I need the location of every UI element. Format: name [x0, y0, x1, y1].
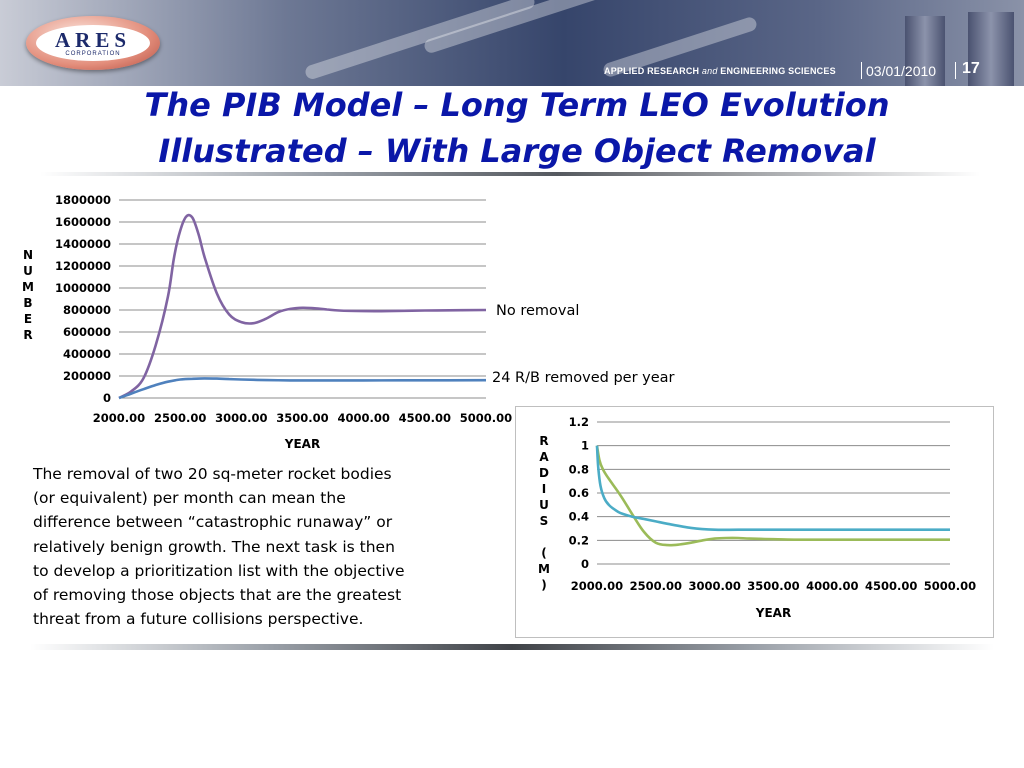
slide-date: 03/01/2010: [866, 63, 937, 79]
x-tick-label: 2000.00: [93, 411, 145, 425]
y-tick-label: 0.6: [569, 486, 589, 500]
y-tick-label: 1200000: [55, 259, 111, 273]
slide-title: The PIB Model – Long Term LEO Evolution …: [40, 82, 994, 174]
x-axis-title: YEAR: [755, 606, 791, 620]
y-tick-label: 400000: [63, 347, 111, 361]
series-label: No removal: [496, 303, 579, 319]
header-divider: [861, 62, 862, 79]
y-tick-label: 0.2: [569, 533, 589, 547]
body-line: threat from a future collisions perspect…: [33, 610, 364, 629]
y-tick-label: 600000: [63, 325, 111, 339]
company-tagline: APPLIED RESEARCH and ENGINEERING SCIENCE…: [604, 66, 836, 76]
header-banner: ARES CORPORATION APPLIED RESEARCH and EN…: [0, 0, 1024, 86]
logo-text: ARES: [54, 28, 132, 52]
x-tick-label: 3000.00: [688, 579, 740, 593]
tagline-part1: APPLIED RESEARCH: [604, 66, 700, 76]
title-line-1: The PIB Model – Long Term LEO Evolution: [144, 86, 890, 124]
series-line: [118, 377, 487, 400]
radius-chart: 0 0.2 0.4 0.6 0.8 1 1.2 2000.00 2500.00 3000.00 35…: [538, 415, 976, 620]
y-tick-label: 0.4: [569, 510, 589, 524]
y-axis-title-letter: R: [539, 434, 548, 448]
y-tick-label: 0: [103, 391, 111, 405]
y-axis-title-letter: M: [22, 280, 34, 294]
title-divider: [40, 172, 980, 176]
series-line: [118, 213, 487, 400]
y-tick-label: 1800000: [55, 193, 111, 207]
y-axis-title-letter: (: [541, 546, 546, 560]
y-tick-label: 800000: [63, 303, 111, 317]
x-tick-label: 5000.00: [924, 579, 976, 593]
bottom-divider: [30, 644, 994, 650]
y-axis-title-letter: I: [542, 482, 546, 496]
body-line: (or equivalent) per month can mean the: [33, 489, 346, 508]
tagline-and: and: [701, 66, 718, 76]
header-divider: [955, 62, 956, 79]
cooling-tower-graphic: [905, 16, 945, 86]
series-line: [595, 445, 950, 532]
radius-chart-frame: 0 0.2 0.4 0.6 0.8 1 1.2 2000.00 2500.00 3000.00 35…: [515, 406, 994, 638]
y-tick-label: 1600000: [55, 215, 111, 229]
y-axis-title-letter: N: [23, 248, 33, 262]
x-tick-label: 4500.00: [399, 411, 451, 425]
y-tick-label: 1: [581, 439, 589, 453]
y-axis-title-letter: U: [539, 498, 549, 512]
body-line: relatively benign growth. The next task …: [33, 537, 395, 556]
title-line-2: Illustrated – With Large Object Removal: [158, 132, 876, 170]
body-line: of removing those objects that are the g…: [33, 586, 402, 605]
x-tick-label: 2500.00: [630, 579, 682, 593]
y-axis-title-letter: ): [541, 578, 546, 592]
y-axis-title-letter: E: [24, 312, 32, 326]
cooling-tower-graphic: [968, 12, 1014, 86]
logo-subtext: CORPORATION: [65, 51, 121, 57]
y-tick-label: 0: [581, 557, 589, 571]
x-tick-label: 5000.00: [460, 411, 512, 425]
y-axis-title-letter: M: [538, 562, 550, 576]
x-axis-title: YEAR: [284, 437, 320, 451]
tagline-part2: ENGINEERING SCIENCES: [720, 66, 836, 76]
series-line: [595, 445, 950, 547]
body-line: difference between “catastrophic runaway…: [33, 513, 393, 532]
x-tick-label: 3000.00: [215, 411, 267, 425]
x-tick-label: 2000.00: [571, 579, 623, 593]
page-number: 17: [962, 60, 980, 77]
y-tick-label: 0.8: [569, 462, 589, 476]
x-tick-label: 2500.00: [154, 411, 206, 425]
company-logo: ARES CORPORATION: [26, 16, 160, 70]
body-text: The removal of two 20 sq-meter rocket bo…: [33, 462, 501, 631]
object-count-chart: 0 200000 400000 600000 800000 1000000 1200000 1…: [22, 193, 675, 451]
y-tick-label: 200000: [63, 369, 111, 383]
body-line: The removal of two 20 sq-meter rocket bo…: [33, 465, 392, 483]
y-axis-title-letter: A: [539, 450, 549, 464]
x-tick-label: 3500.00: [276, 411, 328, 425]
y-axis-title-letter: D: [539, 466, 549, 480]
banner-streak: [303, 0, 537, 81]
y-axis-title-letter: R: [23, 328, 32, 342]
x-tick-label: 4000.00: [806, 579, 858, 593]
x-tick-label: 4000.00: [337, 411, 389, 425]
y-axis-title-letter: U: [23, 264, 33, 278]
x-tick-label: 4500.00: [865, 579, 917, 593]
y-tick-label: 1.2: [569, 415, 589, 429]
y-axis-title-letter: B: [23, 296, 32, 310]
body-line: to develop a prioritization list with th…: [33, 561, 405, 580]
y-axis-title-letter: S: [540, 514, 549, 528]
y-tick-label: 1400000: [55, 237, 111, 251]
y-tick-label: 1000000: [55, 281, 111, 295]
x-tick-label: 3500.00: [747, 579, 799, 593]
series-label: 24 R/B removed per year: [492, 370, 675, 386]
